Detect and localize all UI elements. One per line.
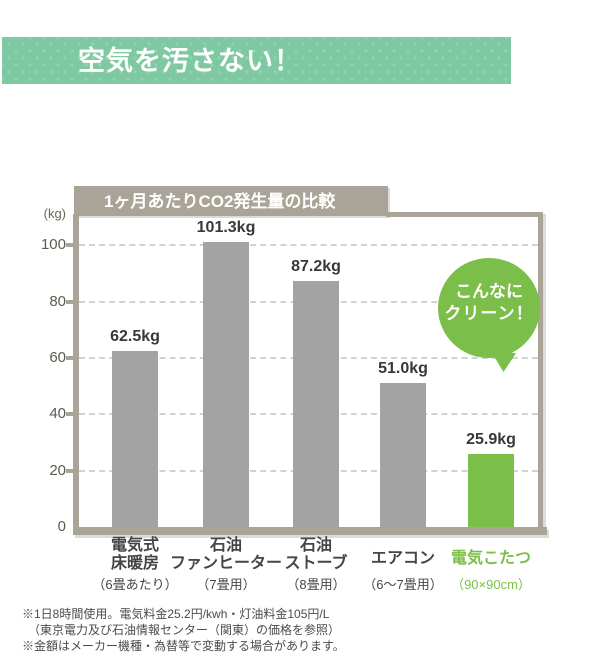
x-axis-line bbox=[73, 527, 547, 535]
gridline-100 bbox=[79, 244, 538, 247]
plot-right-border bbox=[538, 212, 543, 535]
plot-top-border bbox=[386, 212, 543, 217]
chart-bar-石油ストーブ bbox=[293, 281, 339, 527]
y-axis-line bbox=[73, 214, 79, 535]
category-label: 電気こたつ bbox=[425, 537, 557, 568]
category-label-line: ファンヒーター bbox=[169, 555, 282, 572]
category-label-line: 電気こたつ bbox=[450, 550, 531, 567]
footnote-line: ※1日8時間使用。電気料金25.2円/kwh・灯油料金105円/L bbox=[22, 607, 330, 621]
y-tick-60 bbox=[66, 355, 73, 360]
y-tick-label: 100 bbox=[40, 236, 66, 254]
bar-value-label: 62.5kg bbox=[110, 328, 160, 345]
bubble-text-line2: クリーン！ bbox=[444, 304, 534, 323]
speech-bubble-tail bbox=[490, 350, 516, 372]
chart-title: 1ヶ月あたりCO2発生量の比較 bbox=[74, 186, 388, 216]
category-label: 電気式 床暖房 bbox=[69, 537, 201, 573]
category-label-line: ストーブ bbox=[284, 555, 348, 572]
header-banner: 空気を汚さない！ bbox=[2, 37, 511, 84]
category-label: 石油 ストーブ bbox=[250, 537, 382, 573]
y-tick-label: 40 bbox=[49, 405, 66, 423]
category-sublabel: （7畳用） bbox=[196, 577, 256, 592]
y-tick-100 bbox=[66, 243, 73, 248]
y-tick-label: 60 bbox=[49, 348, 66, 366]
category-sublabel: （90×90cm） bbox=[451, 577, 531, 592]
footnote-line: （東京電力及び石油情報センター（関東）の価格を参照） bbox=[28, 623, 341, 637]
category-label: エアコン bbox=[337, 537, 469, 568]
y-tick-label: 20 bbox=[49, 461, 66, 479]
y-axis-unit-label: (kg) bbox=[43, 206, 66, 221]
y-tick-label: 80 bbox=[49, 292, 66, 310]
category-label-line: エアコン bbox=[370, 550, 435, 567]
category-label-line: 石油 bbox=[209, 537, 242, 554]
category-label-line: 石油 bbox=[299, 537, 332, 554]
y-tick-40 bbox=[66, 412, 73, 417]
category-label-line: 電気式 bbox=[110, 537, 159, 554]
chart-bar-石油ファンヒーター bbox=[203, 242, 249, 527]
y-tick-80 bbox=[66, 299, 73, 304]
chart-bar-エアコン bbox=[380, 383, 426, 527]
bubble-text-line1: こんなに bbox=[455, 282, 523, 301]
chart-bar-電気こたつ bbox=[468, 454, 514, 527]
clean-speech-bubble: こんなに クリーン！ bbox=[438, 258, 540, 358]
category-label-line: 床暖房 bbox=[110, 555, 159, 572]
category-label: 石油 ファンヒーター bbox=[160, 537, 292, 573]
bar-value-label: 25.9kg bbox=[466, 431, 516, 448]
footnotes: ※1日8時間使用。電気料金25.2円/kwh・灯油料金105円/L （東京電力及… bbox=[22, 606, 345, 654]
bar-value-label: 101.3kg bbox=[196, 219, 256, 236]
bar-value-label: 87.2kg bbox=[291, 258, 341, 275]
footnote-line: ※金額はメーカー機種・為替等で変動する場合があります。 bbox=[22, 639, 345, 653]
header-title: 空気を汚さない！ bbox=[78, 46, 302, 76]
y-tick-label: 0 bbox=[57, 518, 66, 535]
category-sublabel: （8畳用） bbox=[286, 577, 346, 592]
y-tick-20 bbox=[66, 468, 73, 473]
category-sublabel: （6～7畳用） bbox=[363, 577, 443, 592]
bar-value-label: 51.0kg bbox=[378, 360, 428, 377]
category-sublabel: （6畳あたり） bbox=[92, 577, 178, 592]
chart-bar-電気式床暖房 bbox=[112, 351, 158, 527]
